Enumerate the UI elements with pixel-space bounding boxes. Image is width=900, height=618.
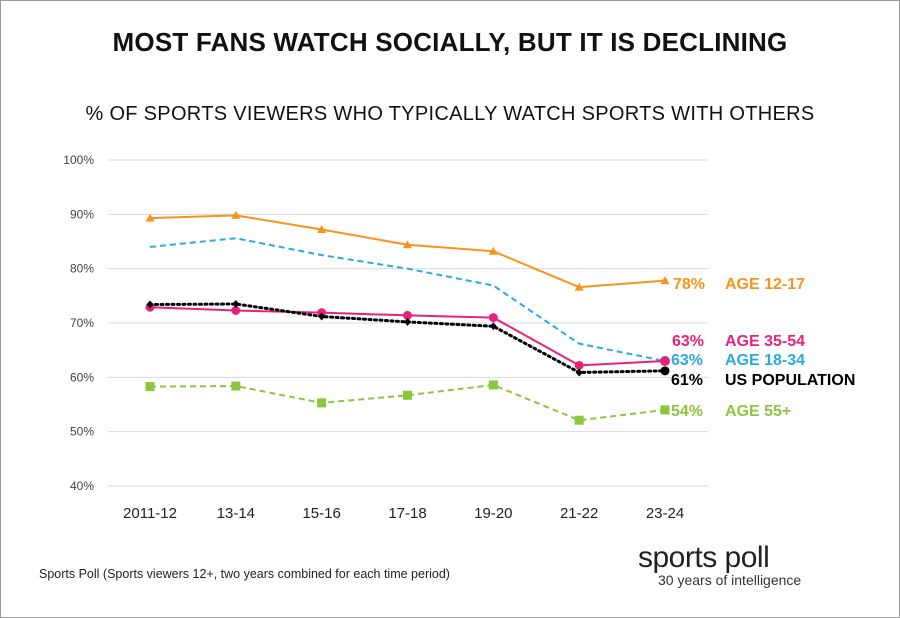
data-point: [660, 405, 670, 415]
series-name-label: AGE 55+: [725, 403, 791, 420]
series-line: [149, 237, 666, 363]
data-point: [488, 380, 498, 390]
data-point: [232, 299, 240, 308]
series-line: [149, 383, 666, 422]
x-tick-label: 19-20: [474, 505, 512, 522]
source-note: Sports Poll (Sports viewers 12+, two yea…: [39, 567, 450, 581]
data-point: [489, 322, 497, 331]
data-point: [404, 317, 411, 326]
y-tick-label: 60%: [70, 370, 94, 384]
data-point: [488, 246, 498, 255]
end-value-label: 63%: [672, 333, 704, 350]
series-name-label: US POPULATION: [725, 372, 855, 389]
end-value-label: 63%: [671, 352, 703, 369]
y-tick-label: 90%: [70, 207, 94, 221]
x-tick-label: 23-24: [646, 505, 684, 522]
brand-name: sports poll: [638, 541, 770, 574]
y-tick-label: 80%: [70, 262, 94, 276]
data-point: [574, 282, 584, 291]
x-tick-label: 13-14: [217, 505, 255, 522]
data-point: [317, 225, 327, 234]
brand-logo: sports poll 30 years of intelligence: [638, 541, 818, 588]
x-tick-label: 21-22: [560, 505, 598, 522]
y-tick-label: 70%: [70, 316, 94, 330]
data-point: [231, 306, 241, 316]
data-point: [574, 415, 584, 425]
x-tick-label: 17-18: [388, 505, 426, 522]
x-tick-label: 15-16: [302, 505, 340, 522]
y-tick-label: 100%: [63, 153, 94, 167]
series-name-label: AGE 35-54: [725, 333, 805, 350]
data-point: [575, 368, 583, 377]
data-point: [403, 390, 412, 400]
y-tick-label: 40%: [70, 479, 94, 493]
data-point: [660, 356, 670, 367]
data-point: [403, 310, 412, 320]
series-name-label: AGE 12-17: [725, 276, 805, 293]
data-point: [317, 398, 327, 408]
data-point: [574, 360, 584, 370]
chart-title: MOST FANS WATCH SOCIALLY, BUT IT IS DECL…: [112, 27, 788, 57]
data-point: [231, 210, 241, 219]
chart-subtitle: % OF SPORTS VIEWERS WHO TYPICALLY WATCH …: [85, 103, 815, 125]
series-name-label: AGE 18-34: [725, 352, 805, 369]
end-value-label: 61%: [671, 372, 703, 389]
data-point: [660, 366, 670, 376]
end-value-label: 78%: [673, 276, 705, 293]
brand-tagline: 30 years of intelligence: [658, 572, 802, 588]
data-point: [146, 300, 154, 309]
data-point: [403, 240, 412, 249]
end-value-label: 54%: [671, 403, 703, 420]
data-point: [660, 276, 670, 285]
data-point: [488, 313, 498, 323]
series-line: [149, 214, 666, 289]
x-tick-label: 2011-12: [123, 505, 177, 522]
data-point: [318, 312, 326, 321]
data-point: [145, 213, 155, 222]
data-point: [231, 381, 241, 391]
y-tick-label: 50%: [70, 425, 94, 439]
data-point: [145, 382, 155, 392]
